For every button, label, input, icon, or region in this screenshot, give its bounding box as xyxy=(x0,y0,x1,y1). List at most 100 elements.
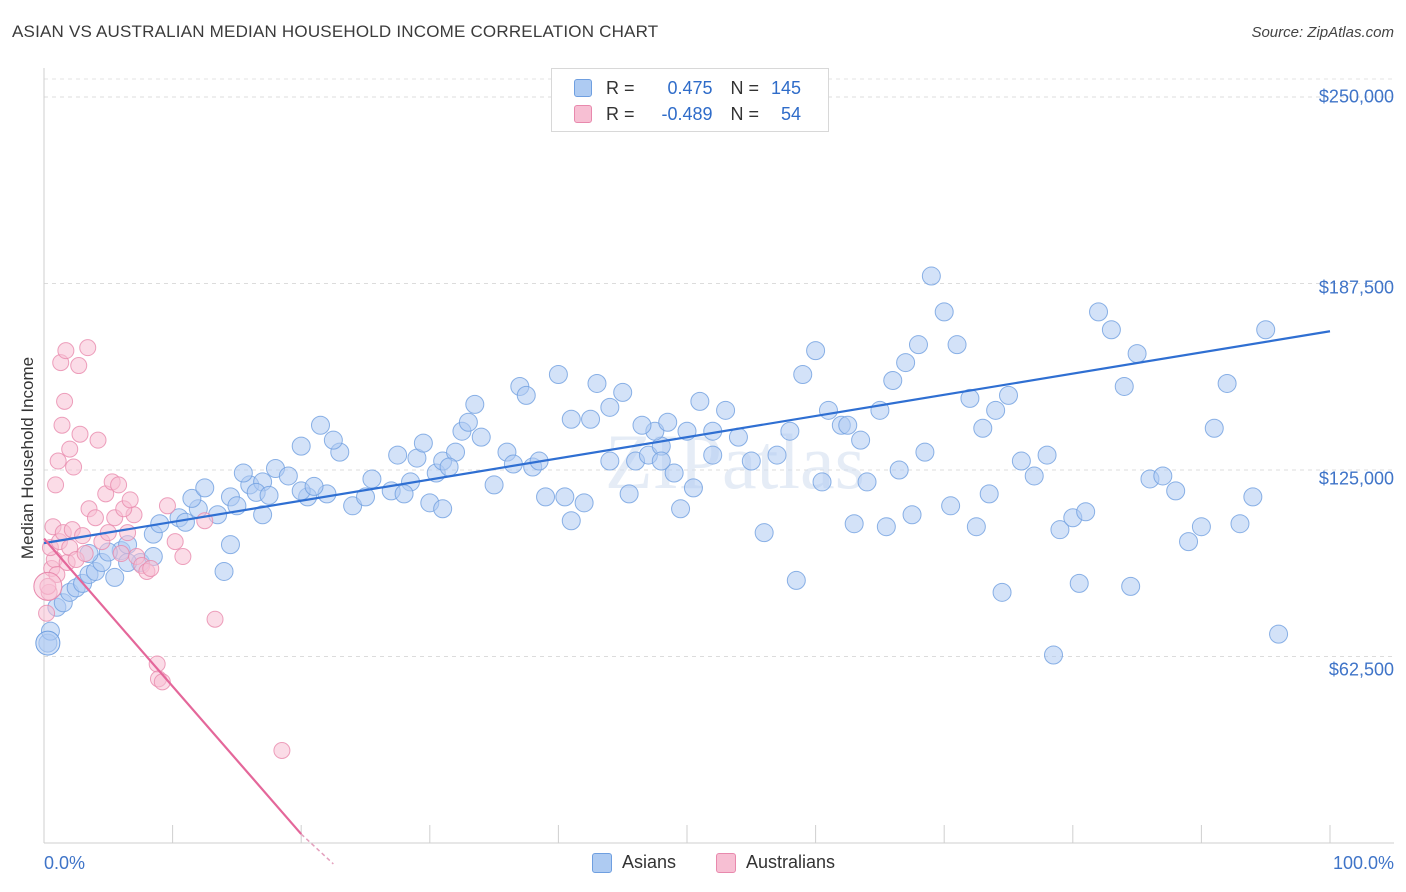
australian-point xyxy=(49,452,67,470)
asian-point xyxy=(844,514,864,534)
asian-point xyxy=(966,517,986,537)
asian-point xyxy=(812,472,832,492)
legend-item-australians[interactable]: Australians xyxy=(716,852,835,873)
australian-point xyxy=(174,548,192,566)
asian-point xyxy=(1101,320,1121,340)
asian-point xyxy=(220,535,240,555)
asian-point xyxy=(439,457,459,477)
australian-point xyxy=(166,533,184,551)
asians-legend-swatch xyxy=(592,852,612,873)
y-tick-label: $187,500 xyxy=(1318,277,1394,298)
legend-row-australians: R = -0.489 N = 54 xyxy=(574,102,801,126)
asian-point xyxy=(304,476,324,496)
australians-trend-line xyxy=(43,537,303,835)
australian-point xyxy=(47,476,65,494)
asian-point xyxy=(1153,466,1173,486)
australians-legend-label: Australians xyxy=(746,852,836,872)
australian-point xyxy=(86,509,104,527)
asian-point xyxy=(786,570,806,590)
asian-point xyxy=(658,412,678,432)
australian-point xyxy=(76,545,94,563)
asian-point xyxy=(574,493,594,513)
australian-point xyxy=(142,559,160,577)
australian-point xyxy=(38,604,56,622)
legend-r-value: 0.475 xyxy=(667,77,713,98)
asian-point xyxy=(664,463,684,483)
x-tick-label-max: 100.0% xyxy=(1332,853,1394,873)
asian-point xyxy=(555,487,575,507)
chart-source: Source: ZipAtlas.com xyxy=(1251,24,1394,41)
asian-point xyxy=(741,451,761,471)
asian-point xyxy=(973,418,993,438)
asian-point xyxy=(619,484,639,504)
asian-point xyxy=(1050,520,1070,540)
legend-n-value: 54 xyxy=(781,103,802,124)
x-tick-label-min: 0.0% xyxy=(44,853,86,873)
australian-point xyxy=(110,476,128,494)
asian-point xyxy=(934,302,954,322)
asian-point xyxy=(600,451,620,471)
asian-point xyxy=(561,409,581,429)
asian-point xyxy=(1166,481,1186,501)
asian-point xyxy=(889,460,909,480)
australian-point xyxy=(33,571,63,601)
asian-point xyxy=(979,484,999,504)
asian-point xyxy=(1121,576,1141,596)
chart-title: ASIAN VS AUSTRALIAN MEDIAN HOUSEHOLD INC… xyxy=(12,22,659,41)
asian-point xyxy=(1089,302,1109,322)
asian-point xyxy=(1204,418,1224,438)
asians-trend-line xyxy=(43,330,1331,545)
asian-point xyxy=(587,373,607,393)
asian-point xyxy=(818,400,838,420)
asian-point xyxy=(754,523,774,543)
asian-point xyxy=(561,511,581,531)
asian-point xyxy=(767,445,787,465)
asian-point xyxy=(465,394,485,414)
asian-point xyxy=(632,415,652,435)
asian-point xyxy=(876,517,896,537)
asian-point xyxy=(253,505,273,525)
australian-point xyxy=(70,357,88,375)
australians-swatch xyxy=(574,105,592,123)
australian-point xyxy=(79,339,97,357)
asian-point xyxy=(999,385,1018,405)
australian-point xyxy=(158,497,176,515)
asian-point xyxy=(581,409,601,429)
asian-point xyxy=(536,487,556,507)
asian-point xyxy=(902,505,922,525)
australian-point xyxy=(61,440,79,458)
legend-n-label: N = xyxy=(730,103,760,124)
australian-point xyxy=(206,610,224,628)
asian-point xyxy=(356,487,375,507)
asian-point xyxy=(703,445,723,465)
asian-point xyxy=(233,463,253,483)
australian-point xyxy=(71,425,89,443)
asian-point xyxy=(838,415,858,435)
asian-point xyxy=(259,485,279,505)
asian-point xyxy=(105,567,125,587)
asian-point xyxy=(310,415,330,435)
asian-point xyxy=(671,499,691,519)
asian-point xyxy=(992,582,1012,602)
asians-legend-label: Asians xyxy=(622,852,677,872)
asian-point xyxy=(394,484,414,504)
legend-item-asians[interactable]: Asians xyxy=(592,852,676,873)
australian-point xyxy=(89,431,107,449)
australian-point xyxy=(56,392,74,410)
legend-n-label: N = xyxy=(730,77,760,98)
asian-point xyxy=(413,433,433,453)
legend-r-value: -0.489 xyxy=(661,103,713,124)
asian-point xyxy=(896,353,916,373)
asian-point xyxy=(1114,376,1134,396)
asian-point xyxy=(278,466,298,486)
australians-trend-extension xyxy=(300,833,334,865)
asian-point xyxy=(182,488,202,508)
asian-point xyxy=(986,400,1006,420)
legend-r-label: R = xyxy=(606,103,635,124)
asian-point xyxy=(1243,487,1263,507)
correlation-legend: R = 0.475 N = 145 R = -0.489 N = 54 xyxy=(551,68,829,132)
asian-point xyxy=(1011,451,1031,471)
asian-point xyxy=(35,630,61,656)
asian-point xyxy=(484,475,504,495)
